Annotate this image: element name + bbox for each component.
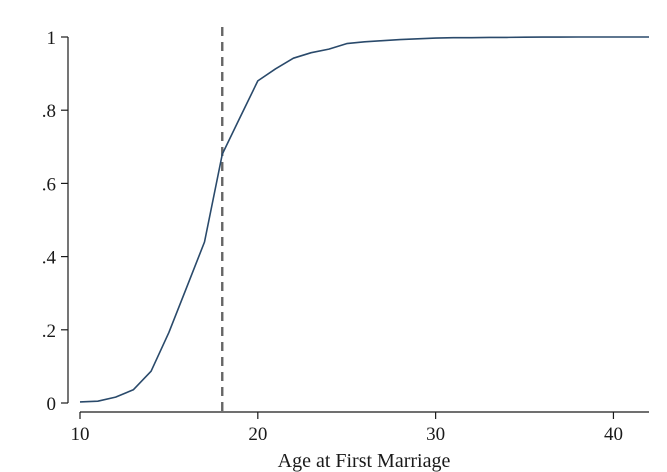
- x-tick-label: 30: [426, 424, 445, 445]
- series-layer: [79, 36, 649, 403]
- y-tick-label: .8: [42, 101, 56, 122]
- axes: [61, 36, 649, 419]
- y-tick-label: .4: [42, 248, 57, 269]
- tick-labels: 0 .2 .4 .6 .8 1 10 20 30 40: [42, 28, 623, 445]
- y-tick-label: 1: [47, 28, 57, 49]
- x-axis-title: Age at First Marriage: [278, 450, 451, 472]
- x-tick-label: 20: [248, 424, 267, 445]
- x-tick-label: 40: [604, 424, 623, 445]
- x-tick-label: 10: [71, 424, 90, 445]
- y-tick-label: 0: [47, 394, 57, 415]
- y-tick-label: .2: [42, 321, 56, 342]
- series-line: [79, 36, 649, 403]
- y-tick-label: .6: [42, 174, 56, 195]
